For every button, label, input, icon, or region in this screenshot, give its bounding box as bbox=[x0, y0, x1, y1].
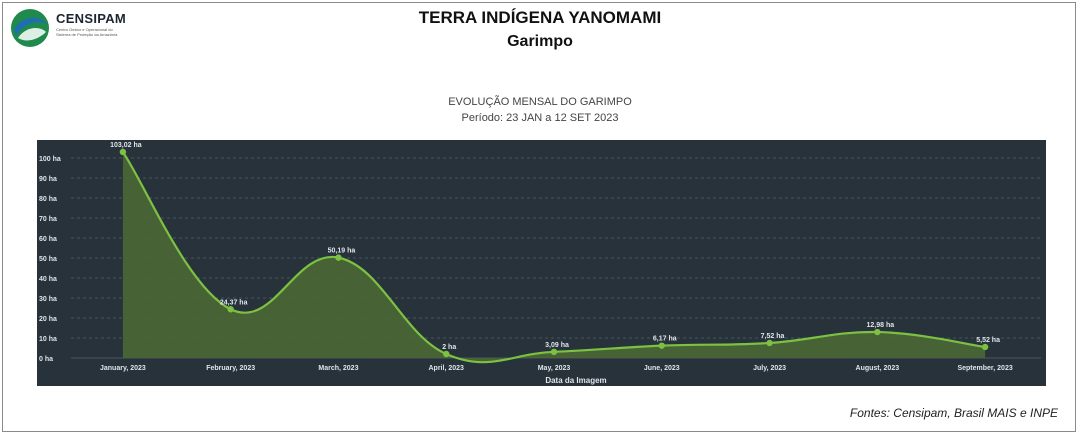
y-tick-label: 70 ha bbox=[39, 216, 57, 223]
sources-note: Fontes: Censipam, Brasil MAIS e INPE bbox=[849, 406, 1058, 420]
area-chart: 0 ha 10 ha 20 ha 30 ha 40 ha 50 ha 60 ha 70 ha 8… bbox=[39, 142, 1041, 385]
page-subtitle: Garimpo bbox=[507, 33, 573, 50]
y-tick-label: 30 ha bbox=[39, 296, 57, 303]
data-point bbox=[335, 254, 342, 261]
chart-title: EVOLUÇÃO MENSAL DO GARIMPO bbox=[448, 96, 632, 108]
x-tick-label: August, 2023 bbox=[856, 365, 900, 372]
censipam-logo-icon bbox=[11, 9, 49, 47]
x-tick-label: September, 2023 bbox=[957, 365, 1012, 372]
data-label: 5,52 ha bbox=[976, 337, 1000, 344]
data-point bbox=[550, 348, 558, 356]
page-title: TERRA INDÍGENA YANOMAMI bbox=[418, 8, 662, 27]
data-point bbox=[227, 306, 234, 313]
y-tick-label: 20 ha bbox=[39, 316, 57, 323]
y-tick-label: 100 ha bbox=[39, 156, 61, 163]
y-tick-label: 10 ha bbox=[39, 336, 57, 343]
data-label: 3,09 ha bbox=[545, 342, 569, 349]
y-tick-label: 60 ha bbox=[39, 236, 57, 243]
x-tick-label: May, 2023 bbox=[538, 365, 571, 372]
data-point bbox=[119, 148, 127, 156]
x-tick-label: January, 2023 bbox=[100, 365, 146, 372]
x-tick-label: April, 2023 bbox=[429, 365, 465, 372]
data-label: 50,19 ha bbox=[328, 248, 356, 255]
data-point bbox=[981, 343, 989, 351]
y-tick-label: 0 ha bbox=[39, 356, 53, 363]
x-axis-title: Data da Imagem bbox=[545, 376, 606, 385]
data-label: 7,52 ha bbox=[761, 333, 785, 340]
y-tick-label: 90 ha bbox=[39, 176, 57, 183]
x-tick-label: June, 2023 bbox=[644, 365, 680, 372]
data-label: 103,02 ha bbox=[110, 142, 142, 149]
data-label: 2 ha bbox=[442, 344, 456, 351]
series-line bbox=[121, 151, 986, 364]
data-point bbox=[874, 328, 881, 336]
series-area bbox=[122, 151, 986, 363]
y-tick-label: 40 ha bbox=[39, 276, 57, 283]
data-point bbox=[766, 339, 773, 347]
data-label: 12,98 ha bbox=[867, 322, 895, 329]
x-tick-label: February, 2023 bbox=[206, 365, 255, 372]
chart-period: Período: 23 JAN a 12 SET 2023 bbox=[461, 112, 619, 124]
x-tick-label: July, 2023 bbox=[753, 365, 786, 372]
y-tick-label: 80 ha bbox=[39, 196, 57, 203]
org-subtitle: Centro Gestor e Operacional do Sistema d… bbox=[56, 27, 118, 37]
data-label: 24,37 ha bbox=[220, 299, 248, 306]
y-tick-label: 50 ha bbox=[39, 256, 57, 263]
data-point bbox=[443, 350, 450, 358]
x-tick-label: March, 2023 bbox=[318, 365, 358, 372]
data-label: 6,17 ha bbox=[653, 336, 677, 343]
org-name: CENSIPAM bbox=[56, 11, 127, 26]
chart-panel: 0 ha 10 ha 20 ha 30 ha 40 ha 50 ha 60 ha 70 ha 8… bbox=[37, 140, 1046, 386]
data-point bbox=[658, 342, 665, 349]
